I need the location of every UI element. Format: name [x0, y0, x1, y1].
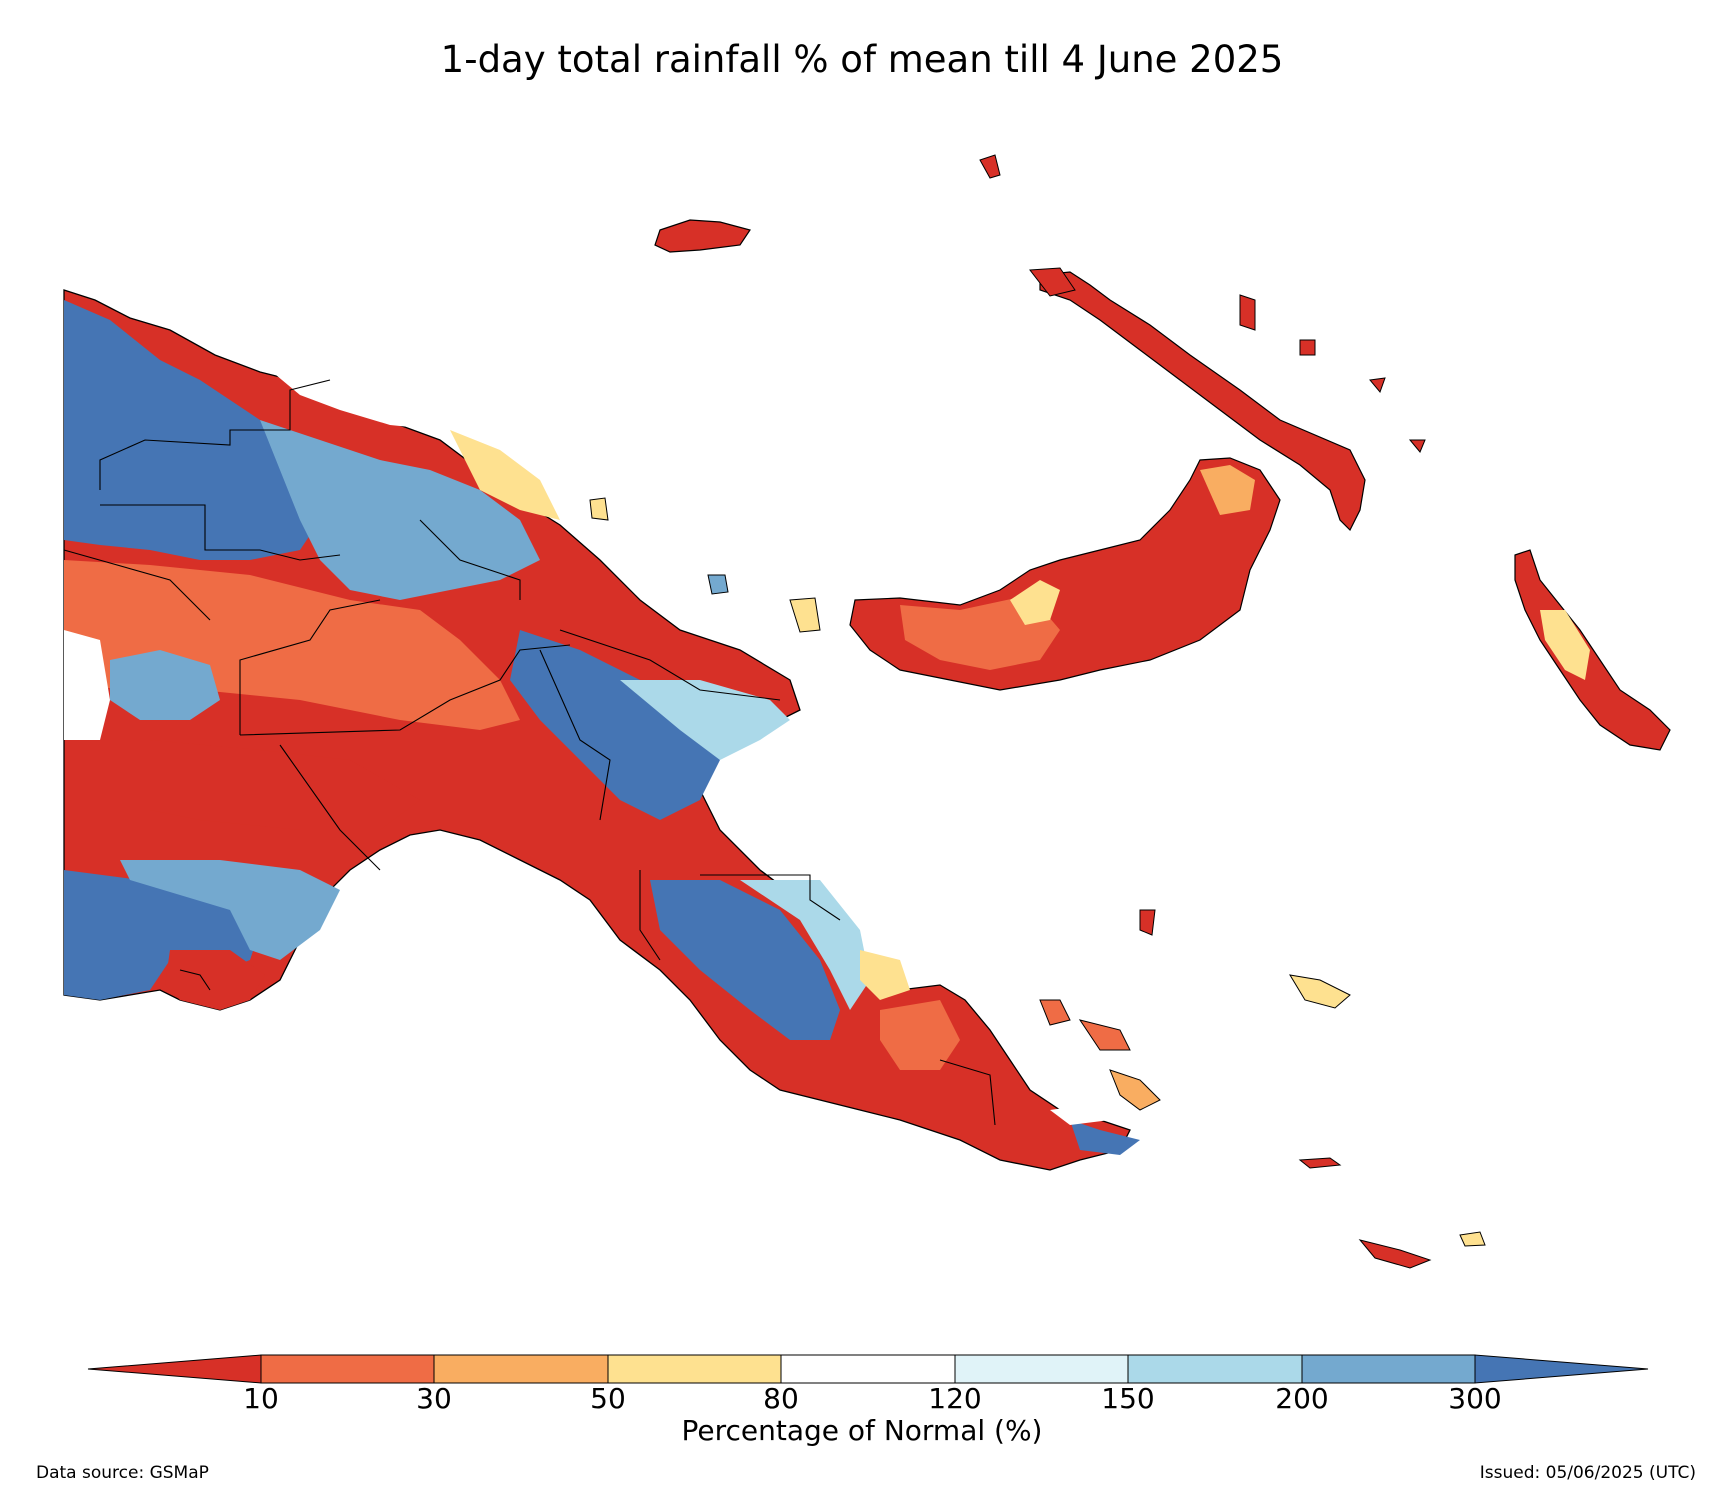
colorbar-high-extend	[1474, 1354, 1649, 1384]
region-red-south-patch	[165, 950, 265, 1010]
colorbar-bin-1	[260, 1354, 435, 1384]
colorbar-tick: 10	[243, 1382, 279, 1415]
colorbar-low-extend	[87, 1354, 262, 1384]
colorbar-bin-3	[607, 1354, 782, 1384]
new-britain-yellow	[1010, 580, 1060, 625]
mainland	[63, 289, 1140, 1171]
colorbar-tick: 30	[416, 1382, 452, 1415]
region-lightblue-central	[620, 680, 790, 760]
new-ireland	[1039, 271, 1366, 532]
region-lightblue-sw	[120, 860, 340, 960]
region-lightblue-se	[740, 880, 870, 1010]
region-lightblue-west	[110, 650, 220, 720]
colorbar-bin-4	[780, 1354, 956, 1384]
new-britain-peach	[1200, 465, 1255, 515]
province-boundaries	[63, 379, 996, 1126]
region-red-central	[150, 740, 420, 830]
data-source-note: Data source: GSMaP	[36, 1463, 209, 1483]
colorbar-tick: 120	[928, 1382, 982, 1415]
colorbar-tick: 50	[590, 1382, 626, 1415]
colorbar-bin-6	[1127, 1354, 1303, 1384]
region-blue-tip	[1070, 1120, 1140, 1155]
colorbar-tick: 300	[1448, 1382, 1502, 1415]
issued-date-note: Issued: 05/06/2025 (UTC)	[1479, 1463, 1696, 1483]
region-blue-nw	[64, 300, 320, 560]
region-lightblue-nw	[260, 420, 540, 600]
map-title: 1-day total rainfall % of mean till 4 Ju…	[440, 38, 1284, 81]
colorbar-bin-2	[433, 1354, 609, 1384]
region-yellow-north	[450, 430, 560, 520]
colorbar-label: Percentage of Normal (%)	[681, 1414, 1043, 1447]
rainfall-map	[63, 154, 1671, 1269]
new-britain	[849, 457, 1281, 691]
manus-island	[654, 219, 751, 253]
region-white-west	[64, 630, 110, 740]
colorbar-tick: 150	[1101, 1382, 1155, 1415]
region-blue-central	[510, 630, 720, 820]
bougainville	[1514, 549, 1671, 751]
colorbar-tick: 80	[763, 1382, 799, 1415]
region-white-tip	[1050, 1105, 1110, 1125]
region-yellow-east	[860, 950, 910, 1000]
region-orange-southeast	[880, 1000, 960, 1070]
colorbar-tick: 200	[1275, 1382, 1329, 1415]
colorbar-bin-5	[954, 1354, 1129, 1384]
small-islands	[589, 154, 1486, 1269]
region-blue-southeast	[650, 880, 840, 1040]
region-white-north	[270, 330, 460, 430]
colorbar-bin-7	[1301, 1354, 1476, 1384]
